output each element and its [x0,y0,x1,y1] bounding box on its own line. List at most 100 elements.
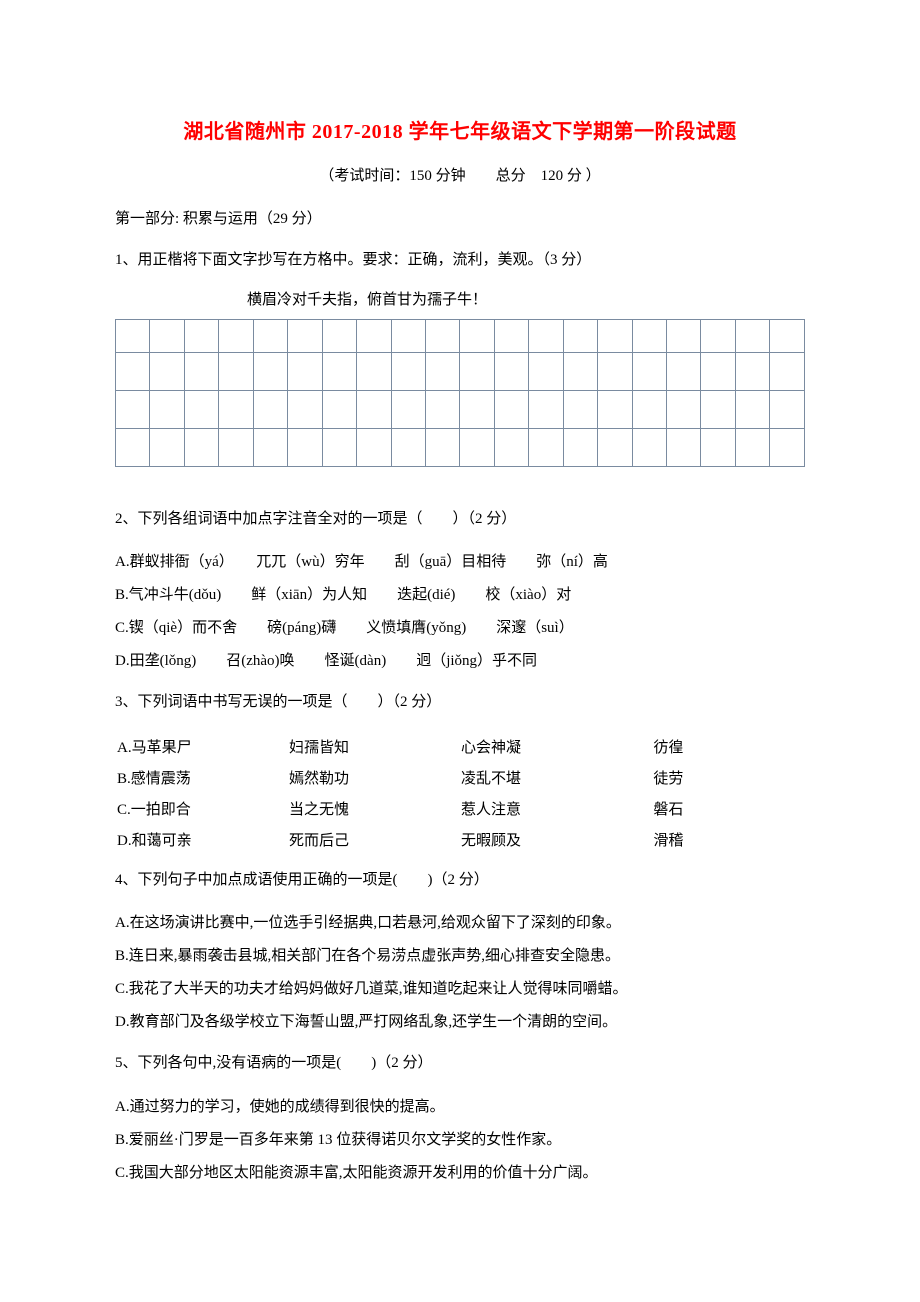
grid-cell[interactable] [322,319,356,352]
q1-prompt: 1、用正楷将下面文字抄写在方格中。要求：正确，流利，美观。（3 分） [115,248,805,274]
section-1-label: 第一部分: 积累与运用（29 分） [115,207,805,228]
grid-cell[interactable] [701,428,735,466]
grid-cell[interactable] [184,428,218,466]
grid-cell[interactable] [701,390,735,428]
grid-cell[interactable] [184,352,218,390]
grid-cell[interactable] [701,319,735,352]
grid-cell[interactable] [357,319,391,352]
grid-cell[interactable] [529,319,563,352]
grid-cell[interactable] [770,319,805,352]
grid-cell[interactable] [632,319,666,352]
grid-cell[interactable] [425,352,459,390]
grid-cell[interactable] [529,428,563,466]
grid-cell[interactable] [184,319,218,352]
grid-cell[interactable] [425,390,459,428]
grid-cell[interactable] [357,352,391,390]
grid-cell[interactable] [116,319,150,352]
exam-page: 湖北省随州市 2017-2018 学年七年级语文下学期第一阶段试题 （考试时间：… [0,0,920,1302]
grid-cell[interactable] [253,319,287,352]
q5-option-a: A.通过努力的学习，使她的成绩得到很快的提高。 [115,1091,805,1124]
grid-cell[interactable] [357,428,391,466]
grid-cell[interactable] [253,352,287,390]
grid-cell[interactable] [219,319,253,352]
q3-prompt: 3、下列词语中书写无误的一项是（ ）（2 分） [115,690,805,716]
grid-cell[interactable] [735,390,769,428]
grid-cell[interactable] [253,428,287,466]
grid-cell[interactable] [563,319,597,352]
grid-cell[interactable] [322,428,356,466]
q3-cell: D.和蔼可亲 [117,825,287,854]
grid-cell[interactable] [150,319,184,352]
grid-cell[interactable] [494,428,528,466]
grid-cell[interactable] [770,428,805,466]
grid-cell[interactable] [598,390,632,428]
q3-cell: 心会神凝 [461,732,651,761]
grid-cell[interactable] [563,428,597,466]
grid-cell[interactable] [494,390,528,428]
question-2: 2、下列各组词语中加点字注音全对的一项是（ ）（2 分） A.群蚁排衙（yá） … [115,507,805,679]
question-4: 4、下列句子中加点成语使用正确的一项是( )（2 分） A.在这场演讲比赛中,一… [115,868,805,1040]
grid-cell[interactable] [116,390,150,428]
grid-cell[interactable] [598,352,632,390]
grid-cell[interactable] [667,352,701,390]
grid-cell[interactable] [529,352,563,390]
grid-cell[interactable] [598,428,632,466]
q3-cell: A.马革果尸 [117,732,287,761]
q3-cell: 妇孺皆知 [289,732,459,761]
grid-cell[interactable] [598,319,632,352]
grid-cell[interactable] [116,428,150,466]
grid-cell[interactable] [150,428,184,466]
exam-subtitle: （考试时间：150 分钟 总分 120 分 ） [115,164,805,185]
grid-cell[interactable] [150,390,184,428]
grid-cell[interactable] [667,390,701,428]
q3-cell: 徒劳 [653,763,803,792]
grid-cell[interactable] [632,352,666,390]
grid-cell[interactable] [735,352,769,390]
grid-cell[interactable] [288,352,322,390]
grid-cell[interactable] [632,390,666,428]
grid-cell[interactable] [391,319,425,352]
grid-cell[interactable] [425,319,459,352]
grid-cell[interactable] [150,352,184,390]
grid-cell[interactable] [735,428,769,466]
grid-cell[interactable] [460,428,494,466]
grid-cell[interactable] [116,352,150,390]
grid-cell[interactable] [460,352,494,390]
grid-cell[interactable] [219,428,253,466]
q2-option-a: A.群蚁排衙（yá） 兀兀（wù）穷年 刮（guā）目相待 弥（ní）高 [115,546,805,579]
grid-cell[interactable] [770,390,805,428]
grid-cell[interactable] [460,319,494,352]
q5-option-c: C.我国大部分地区太阳能资源丰富,太阳能资源开发利用的价值十分广阔。 [115,1157,805,1190]
grid-cell[interactable] [770,352,805,390]
grid-cell[interactable] [632,428,666,466]
grid-cell[interactable] [288,428,322,466]
grid-cell[interactable] [184,390,218,428]
grid-cell[interactable] [391,428,425,466]
grid-cell[interactable] [667,319,701,352]
grid-cell[interactable] [529,390,563,428]
grid-cell[interactable] [460,390,494,428]
grid-cell[interactable] [219,352,253,390]
grid-cell[interactable] [288,319,322,352]
q3-cell: 磐石 [653,794,803,823]
grid-cell[interactable] [288,390,322,428]
grid-cell[interactable] [322,390,356,428]
grid-cell[interactable] [391,390,425,428]
grid-cell[interactable] [667,428,701,466]
grid-cell[interactable] [494,352,528,390]
writing-grid[interactable] [115,319,805,467]
grid-cell[interactable] [563,390,597,428]
grid-cell[interactable] [425,428,459,466]
grid-cell[interactable] [322,352,356,390]
grid-cell[interactable] [701,352,735,390]
grid-cell[interactable] [391,352,425,390]
grid-cell[interactable] [253,390,287,428]
q4-option-d: D.教育部门及各级学校立下海誓山盟,严打网络乱象,还学生一个清朗的空间。 [115,1006,805,1039]
grid-cell[interactable] [563,352,597,390]
q4-option-a: A.在这场演讲比赛中,一位选手引经据典,口若悬河,给观众留下了深刻的印象。 [115,907,805,940]
grid-cell[interactable] [735,319,769,352]
grid-cell[interactable] [494,319,528,352]
grid-cell[interactable] [357,390,391,428]
grid-cell[interactable] [219,390,253,428]
q4-option-b: B.连日来,暴雨袭击县城,相关部门在各个易涝点虚张声势,细心排查安全隐患。 [115,940,805,973]
